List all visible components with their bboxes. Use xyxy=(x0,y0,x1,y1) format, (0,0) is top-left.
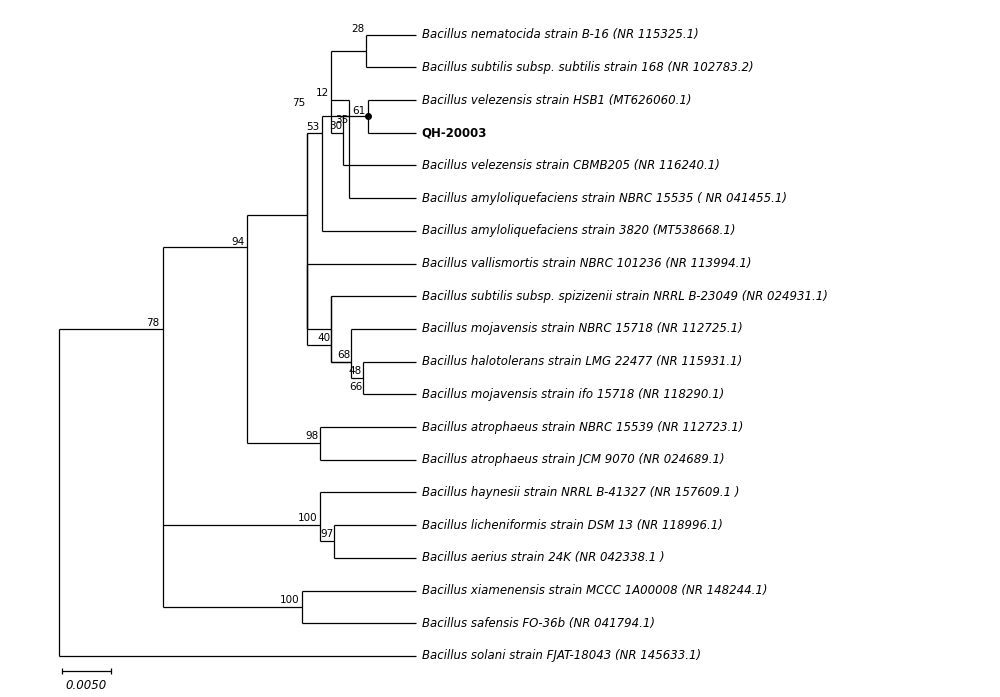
Text: 100: 100 xyxy=(298,513,318,523)
Text: Bacillus subtilis subsp. spizizenii strain NRRL B-23049 (NR 024931.1): Bacillus subtilis subsp. spizizenii stra… xyxy=(422,290,828,302)
Text: 97: 97 xyxy=(320,530,333,539)
Text: 40: 40 xyxy=(317,333,330,343)
Text: Bacillus velezensis strain HSB1 (MT626060.1): Bacillus velezensis strain HSB1 (MT62606… xyxy=(422,93,691,107)
Text: Bacillus atrophaeus strain JCM 9070 (NR 024689.1): Bacillus atrophaeus strain JCM 9070 (NR … xyxy=(422,453,724,466)
Text: Bacillus velezensis strain CBMB205 (NR 116240.1): Bacillus velezensis strain CBMB205 (NR 1… xyxy=(422,159,720,172)
Text: 0.0050: 0.0050 xyxy=(66,679,107,692)
Text: 53: 53 xyxy=(306,122,320,132)
Text: Bacillus licheniformis strain DSM 13 (NR 118996.1): Bacillus licheniformis strain DSM 13 (NR… xyxy=(422,519,723,532)
Text: 75: 75 xyxy=(292,98,306,108)
Text: Bacillus aerius strain 24K (NR 042338.1 ): Bacillus aerius strain 24K (NR 042338.1 … xyxy=(422,551,664,565)
Text: 35: 35 xyxy=(335,115,348,125)
Text: Bacillus safensis FO-36b (NR 041794.1): Bacillus safensis FO-36b (NR 041794.1) xyxy=(422,617,655,629)
Text: Bacillus vallismortis strain NBRC 101236 (NR 113994.1): Bacillus vallismortis strain NBRC 101236… xyxy=(422,257,751,270)
Text: 78: 78 xyxy=(147,319,160,328)
Text: Bacillus atrophaeus strain NBRC 15539 (NR 112723.1): Bacillus atrophaeus strain NBRC 15539 (N… xyxy=(422,420,743,434)
Text: 48: 48 xyxy=(349,366,362,376)
Text: Bacillus amyloliquefaciens strain NBRC 15535 ( NR 041455.1): Bacillus amyloliquefaciens strain NBRC 1… xyxy=(422,192,787,205)
Text: 98: 98 xyxy=(305,431,319,441)
Text: 28: 28 xyxy=(351,24,364,34)
Text: Bacillus xiamenensis strain MCCC 1A00008 (NR 148244.1): Bacillus xiamenensis strain MCCC 1A00008… xyxy=(422,584,767,597)
Text: QH-20003: QH-20003 xyxy=(422,126,487,139)
Text: 68: 68 xyxy=(337,350,350,360)
Text: 66: 66 xyxy=(349,383,362,392)
Text: 100: 100 xyxy=(280,595,300,605)
Text: Bacillus mojavensis strain NBRC 15718 (NR 112725.1): Bacillus mojavensis strain NBRC 15718 (N… xyxy=(422,323,742,335)
Text: Bacillus solani strain FJAT-18043 (NR 145633.1): Bacillus solani strain FJAT-18043 (NR 14… xyxy=(422,650,701,662)
Text: 61: 61 xyxy=(352,106,365,116)
Text: Bacillus subtilis subsp. subtilis strain 168 (NR 102783.2): Bacillus subtilis subsp. subtilis strain… xyxy=(422,61,753,74)
Text: 12: 12 xyxy=(316,88,329,98)
Text: Bacillus amyloliquefaciens strain 3820 (MT538668.1): Bacillus amyloliquefaciens strain 3820 (… xyxy=(422,224,735,238)
Text: Bacillus nematocida strain B-16 (NR 115325.1): Bacillus nematocida strain B-16 (NR 1153… xyxy=(422,28,698,41)
Text: Bacillus halotolerans strain LMG 22477 (NR 115931.1): Bacillus halotolerans strain LMG 22477 (… xyxy=(422,355,742,368)
Text: 30: 30 xyxy=(329,121,342,131)
Text: 94: 94 xyxy=(231,236,244,247)
Text: Bacillus mojavensis strain ifo 15718 (NR 118290.1): Bacillus mojavensis strain ifo 15718 (NR… xyxy=(422,388,724,401)
Text: Bacillus haynesii strain NRRL B-41327 (NR 157609.1 ): Bacillus haynesii strain NRRL B-41327 (N… xyxy=(422,486,739,499)
